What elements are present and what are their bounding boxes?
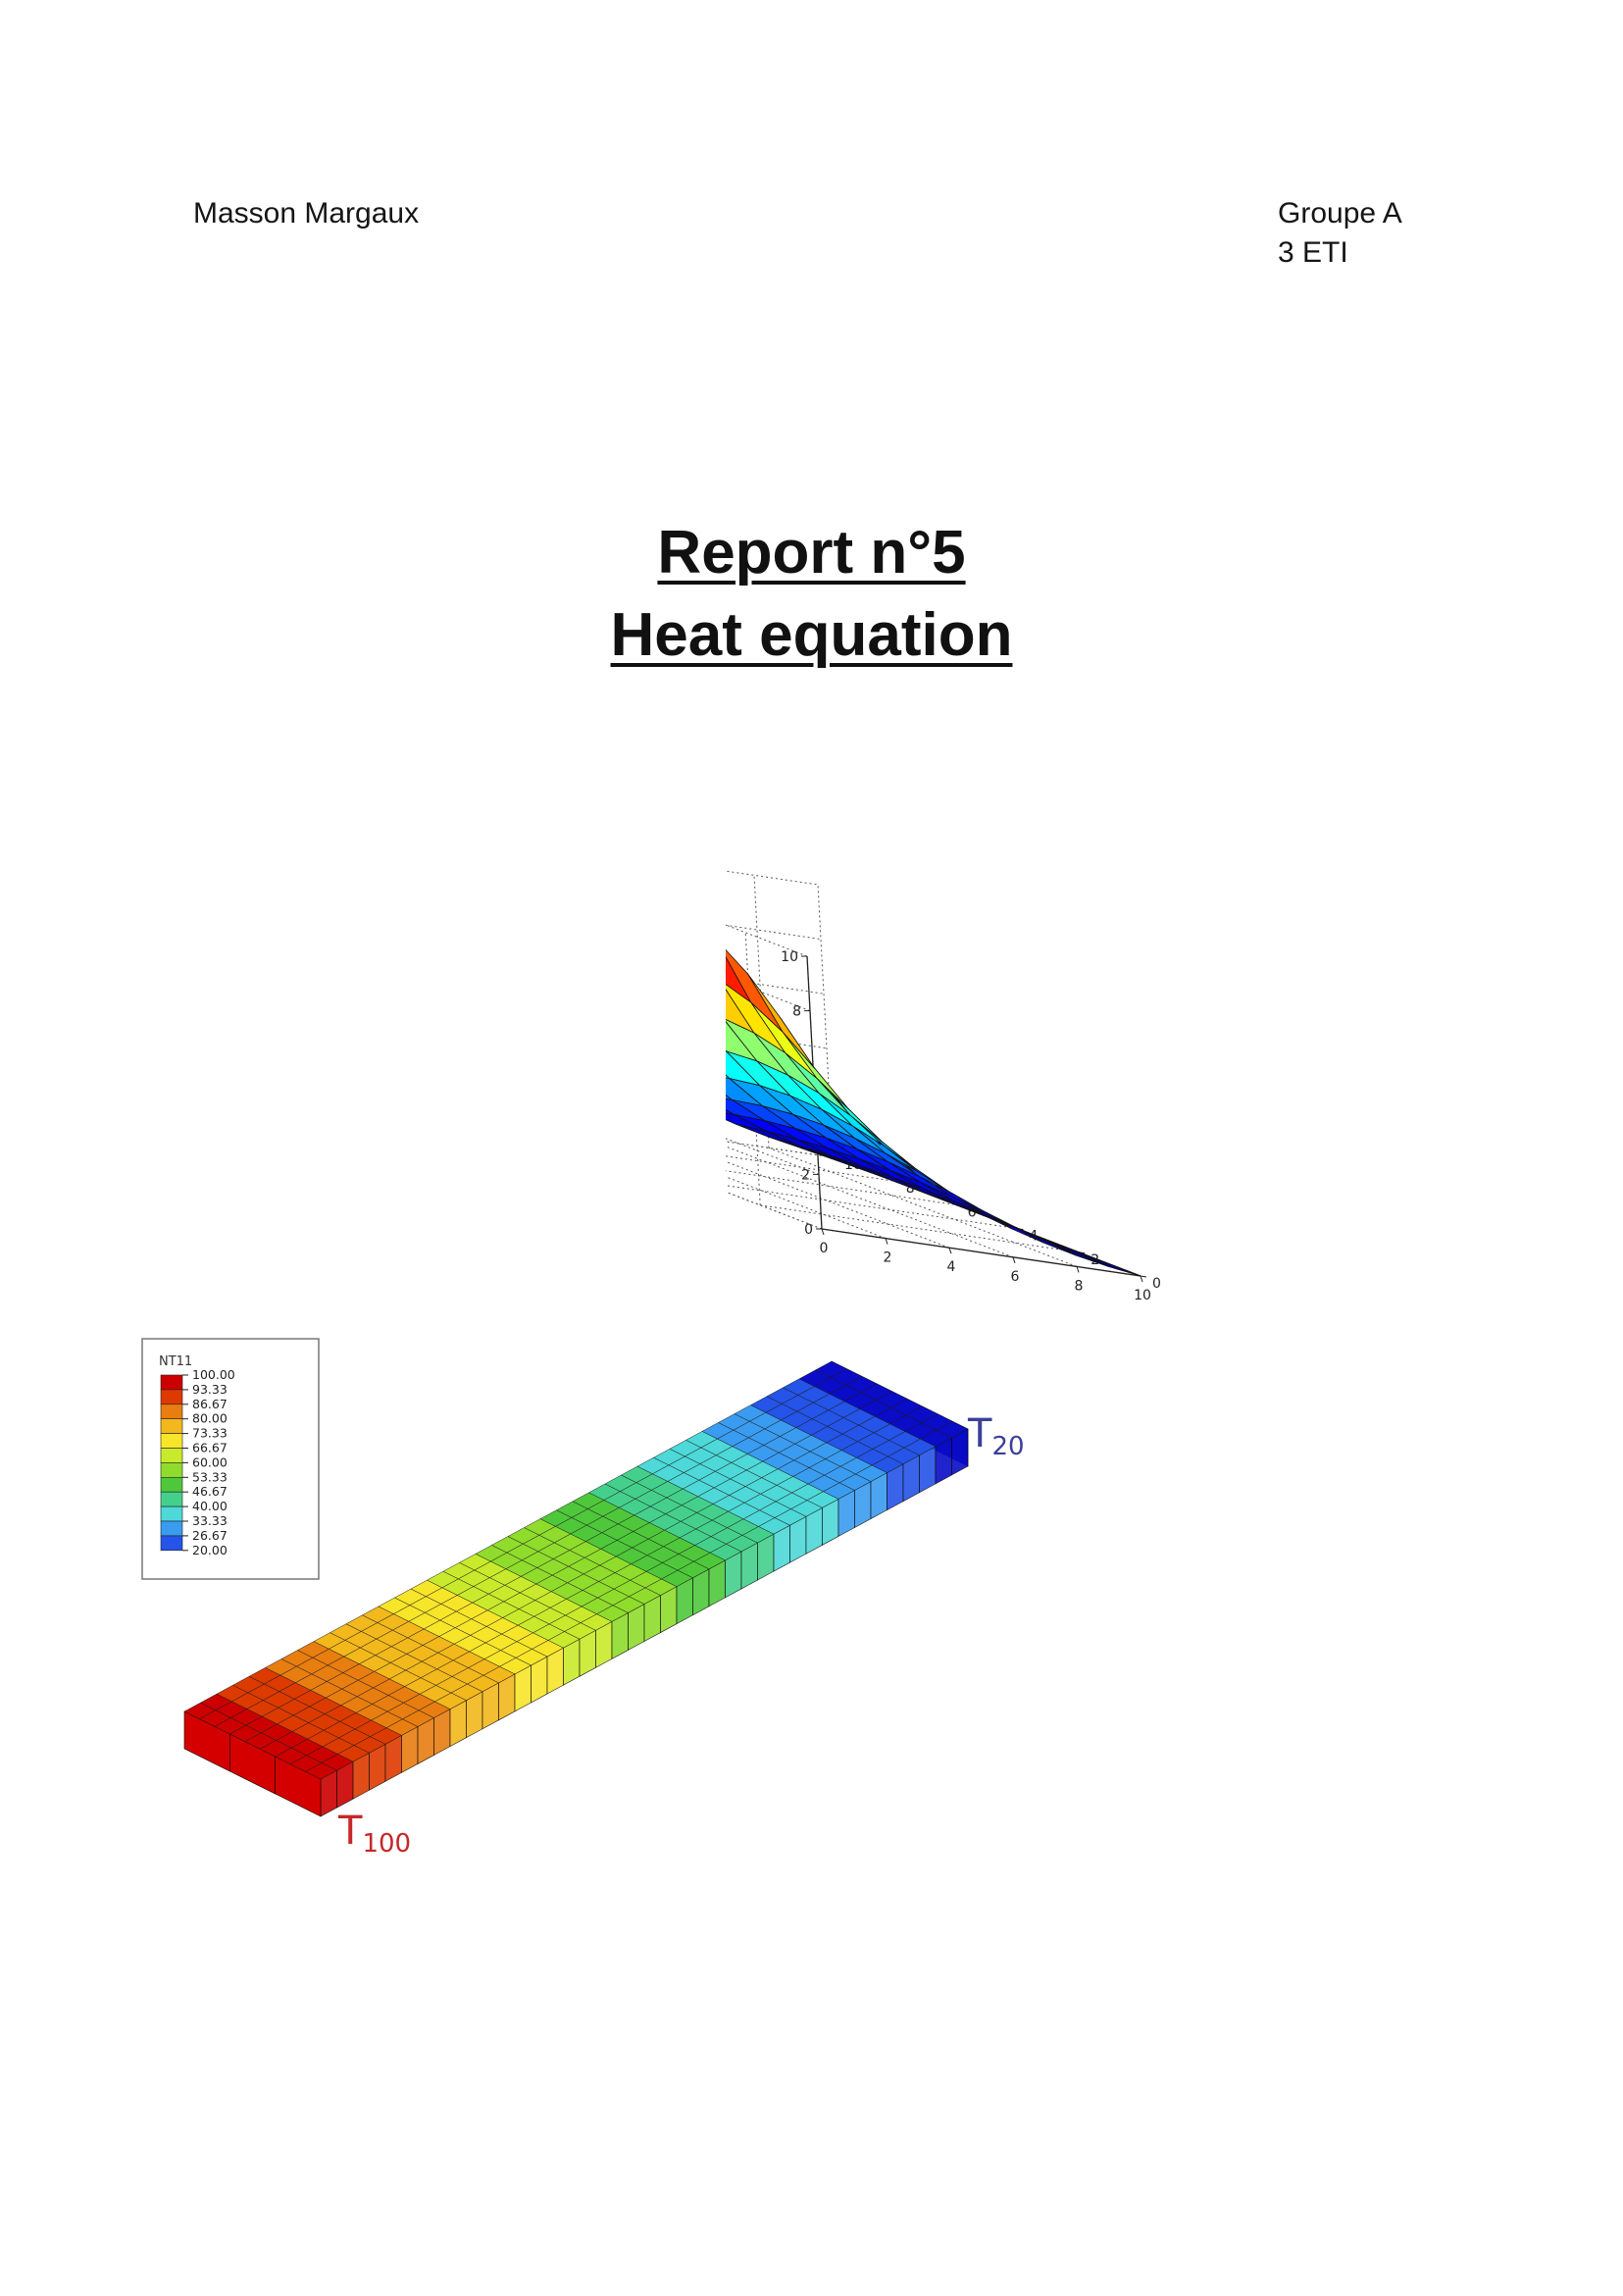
grid-line (744, 932, 761, 1205)
page-title: Report n°5 Heat equation (0, 512, 1623, 677)
legend-value: 53.33 (192, 1469, 228, 1484)
surface-patch (726, 955, 751, 1003)
x-tick (1076, 1266, 1080, 1273)
y-tick-label: 0 (1152, 1276, 1161, 1292)
legend-swatch (160, 1374, 183, 1391)
surface-patch (726, 989, 755, 1034)
grid-line (726, 1160, 950, 1249)
z-tick-label: 2 (801, 1167, 810, 1183)
legend-value: 26.67 (192, 1528, 228, 1543)
x-tick (821, 1228, 825, 1236)
cold-end-label: T20 (967, 1411, 1025, 1461)
grid-line (726, 1176, 887, 1240)
hot-end-subscript: 100 (362, 1829, 411, 1859)
x-tick (1012, 1256, 1016, 1263)
title-line-1: Report n°5 (657, 519, 966, 587)
grid-line (726, 924, 822, 941)
legend-swatch (160, 1535, 183, 1552)
legend-value: 73.33 (192, 1426, 228, 1441)
x-axis-line (821, 1228, 1141, 1277)
legend-value: 46.67 (192, 1484, 228, 1499)
grid-line (726, 924, 808, 957)
legend-swatch (160, 1418, 183, 1434)
legend-value: 80.00 (192, 1411, 228, 1426)
z-tick-label: 10 (781, 949, 798, 965)
grid-line (726, 870, 819, 886)
legend-value: 86.67 (192, 1397, 228, 1411)
surface-patch (726, 1094, 734, 1100)
y-tick (1140, 1275, 1147, 1278)
legend-value: 93.33 (192, 1382, 228, 1397)
grid-line (726, 1191, 823, 1230)
author-name: Masson Margaux (193, 197, 420, 230)
surface-patch (726, 1074, 731, 1079)
title-line-2: Heat equation (610, 601, 1013, 669)
grid-line (726, 1138, 820, 1175)
grid-line (726, 1146, 1014, 1258)
legend-value: 33.33 (192, 1513, 228, 1528)
legend-swatch (160, 1403, 183, 1420)
x-tick-label: 4 (947, 1259, 956, 1275)
surface-plot: 024681002468100246810 (726, 870, 1161, 1303)
z-tick-label: 0 (804, 1222, 813, 1238)
x-tick (885, 1238, 888, 1245)
z-tick-label: 8 (792, 1004, 801, 1020)
legend-swatch (160, 1462, 183, 1478)
x-tick (948, 1248, 952, 1254)
x-tick-label: 0 (820, 1241, 829, 1256)
legend-swatch (160, 1491, 183, 1507)
y-tick-label: 6 (968, 1204, 977, 1220)
legend-value: 100.00 (192, 1367, 235, 1382)
hot-end-label: T100 (337, 1809, 411, 1859)
cold-end-subscript: 20 (991, 1432, 1024, 1461)
y-tick-label: 8 (906, 1181, 915, 1197)
group-label: Groupe A (1278, 197, 1402, 230)
legend-value: 60.00 (192, 1454, 228, 1469)
x-tick-label: 6 (1011, 1269, 1020, 1285)
legend-swatch (160, 1433, 183, 1449)
legend-value: 40.00 (192, 1499, 228, 1513)
legend: NT11100.0093.3386.6780.0073.3366.6760.00… (141, 1338, 320, 1580)
x-tick-label: 8 (1075, 1278, 1084, 1294)
grid-line (768, 1147, 1078, 1267)
x-tick (1140, 1275, 1143, 1283)
x-tick-label: 2 (884, 1250, 892, 1266)
surface-patch (726, 1112, 767, 1132)
bar-mesh-cell (936, 1421, 969, 1439)
legend-swatch (160, 1448, 183, 1463)
legend-swatch (160, 1477, 183, 1493)
legend-swatch (160, 1505, 183, 1522)
heat-bar-figure: NT11100.0093.3386.6780.0073.3366.6760.00… (141, 1338, 1025, 1859)
group-info: Groupe A 3 ETI (1278, 194, 1402, 273)
legend-value: 66.67 (192, 1441, 228, 1455)
class-label: 3 ETI (1278, 236, 1348, 269)
legend-title: NT11 (159, 1354, 192, 1369)
legend-swatch (160, 1389, 183, 1405)
legend-swatch (160, 1520, 183, 1537)
surface-patch (919, 1182, 985, 1214)
legend-value: 20.00 (192, 1543, 228, 1557)
surface-patch (726, 1109, 735, 1115)
x-tick-label: 10 (1134, 1288, 1151, 1303)
